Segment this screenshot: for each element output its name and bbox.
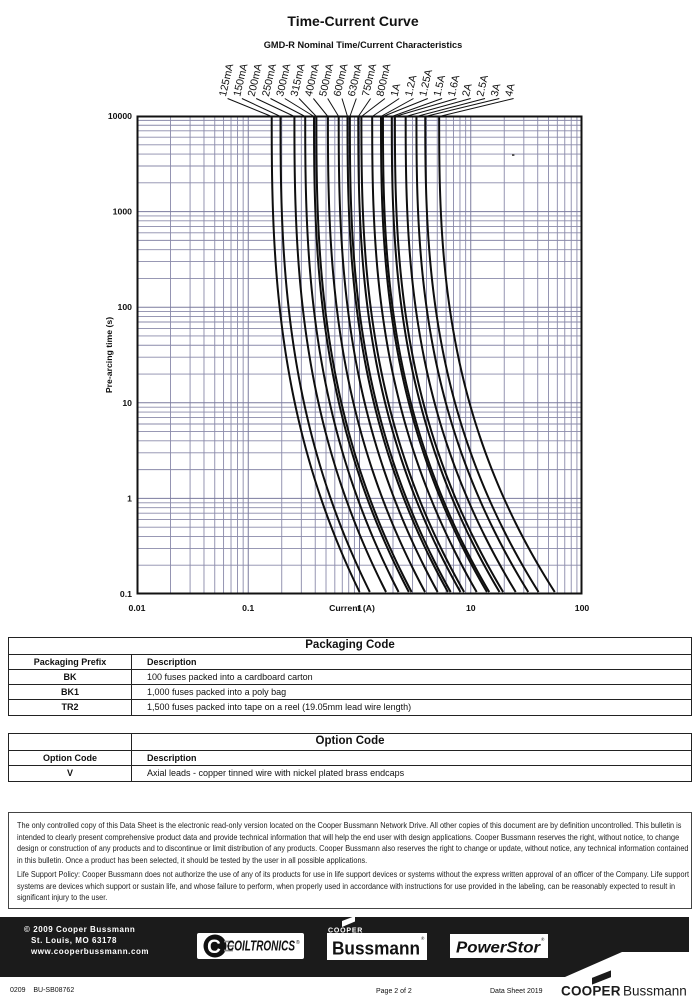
svg-text:Time-Current Curve: Time-Current Curve — [287, 13, 418, 29]
svg-text:0.1: 0.1 — [120, 589, 132, 599]
svg-text:COILTRONICS: COILTRONICS — [227, 938, 295, 955]
svg-text:4A: 4A — [503, 82, 518, 97]
svg-text:®: ® — [421, 935, 425, 941]
svg-text:Bussmann: Bussmann — [623, 984, 687, 999]
svg-text:1: 1 — [127, 493, 132, 503]
svg-text:2.5A: 2.5A — [474, 74, 491, 98]
svg-text:COOPER: COOPER — [561, 984, 621, 999]
svg-text:0.1: 0.1 — [242, 603, 254, 613]
svg-text:3A: 3A — [489, 82, 504, 97]
svg-text:100: 100 — [575, 603, 590, 613]
svg-text:2A: 2A — [460, 82, 475, 97]
svg-text:10: 10 — [122, 398, 132, 408]
svg-text:100: 100 — [118, 302, 133, 312]
svg-text:1A: 1A — [389, 82, 404, 97]
svg-text:St. Louis, MO 63178: St. Louis, MO 63178 — [31, 936, 117, 945]
svg-text:© 2009 Cooper Bussmann: © 2009 Cooper Bussmann — [24, 925, 135, 934]
svg-text:1000: 1000 — [113, 207, 132, 217]
svg-text:10000: 10000 — [108, 111, 132, 121]
svg-text:®: ® — [296, 939, 300, 946]
svg-text:PowerStor: PowerStor — [456, 940, 541, 957]
svg-text:Pre-arcing time (s): Pre-arcing time (s) — [104, 317, 114, 393]
svg-text:0.01: 0.01 — [129, 603, 146, 613]
svg-text:COOPER: COOPER — [328, 928, 363, 935]
svg-text:Current (A): Current (A) — [329, 603, 375, 613]
svg-text:®: ® — [541, 936, 545, 942]
svg-text:10: 10 — [466, 603, 476, 613]
svg-text:www.cooperbussmann.com: www.cooperbussmann.com — [30, 947, 149, 956]
svg-text:1.2A: 1.2A — [403, 74, 420, 98]
svg-text:1.6A: 1.6A — [446, 74, 463, 98]
svg-text:GMD-R Nominal Time/Current Cha: GMD-R Nominal Time/Current Characteristi… — [264, 40, 462, 50]
svg-text:1.5A: 1.5A — [432, 74, 449, 98]
svg-text:Bussmann: Bussmann — [332, 939, 420, 959]
svg-text:1: 1 — [357, 603, 362, 613]
svg-text:C: C — [207, 937, 221, 958]
